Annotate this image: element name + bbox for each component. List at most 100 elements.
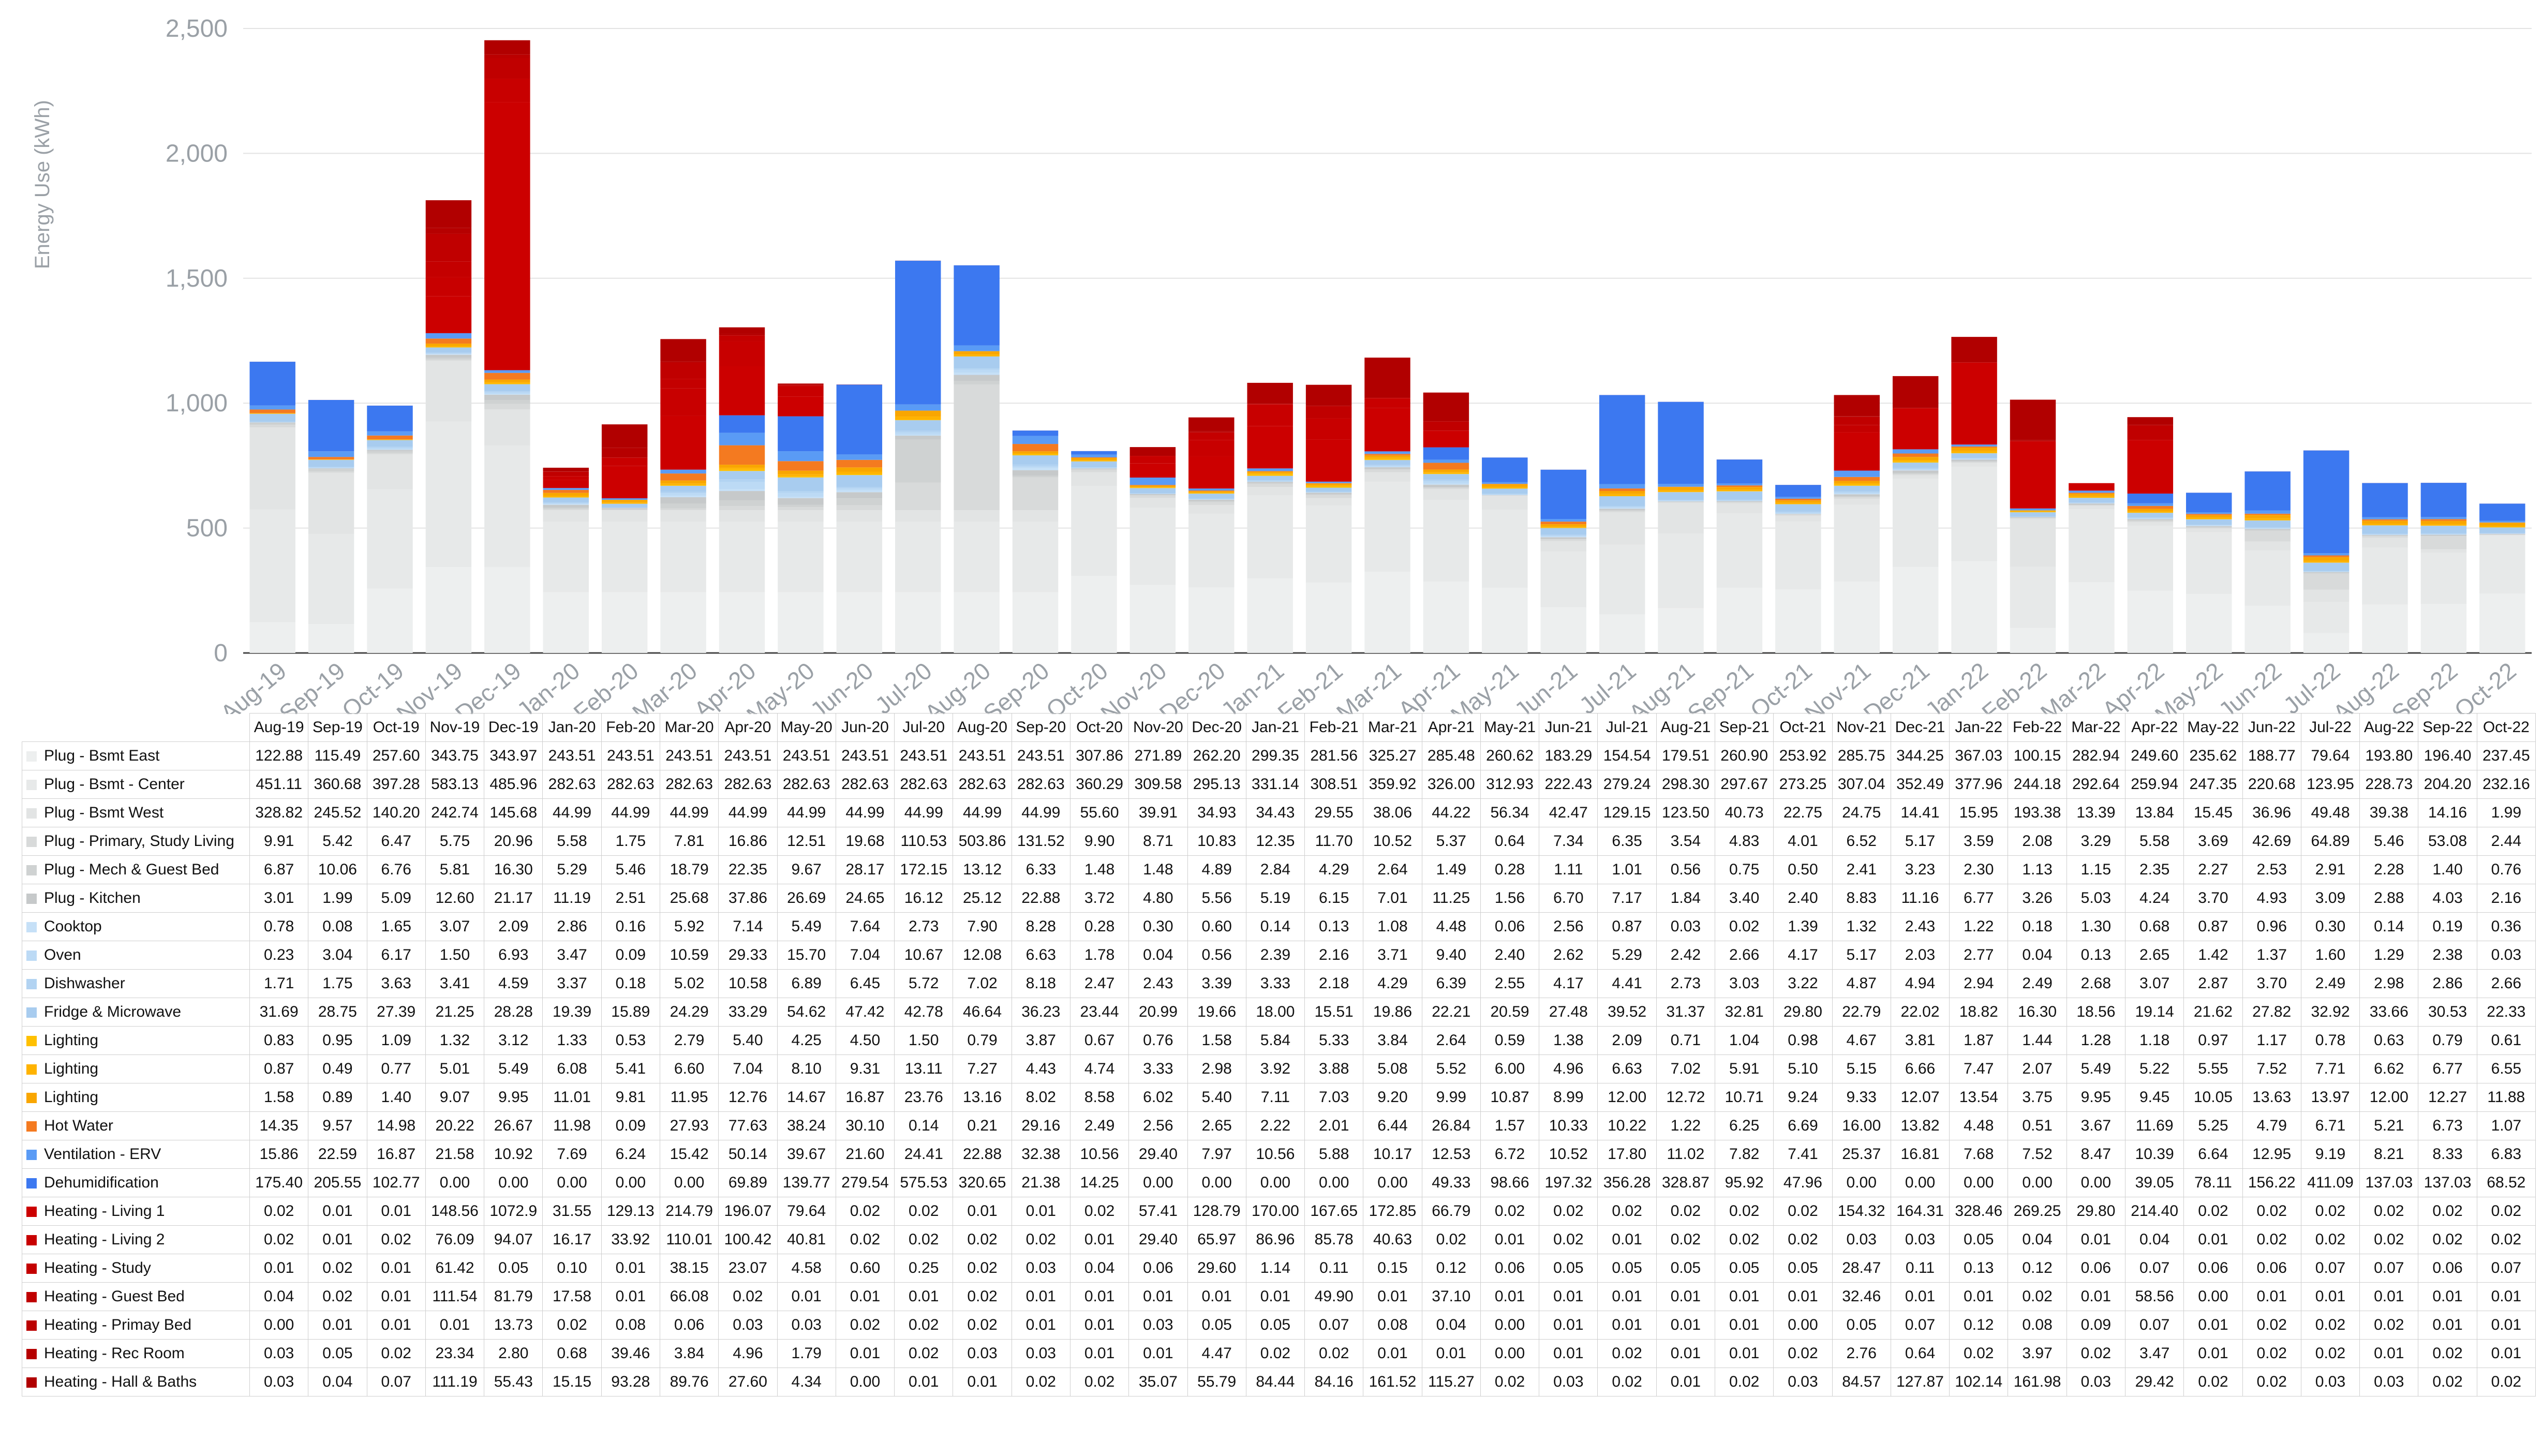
table-row: Plug - Primary, Study Living 9.91 5.42 6.47… — [22, 827, 2536, 856]
bar-segment — [1071, 460, 1117, 462]
legend-swatch — [26, 751, 37, 762]
bar-segment — [1834, 432, 1880, 471]
bar-segment — [1012, 464, 1059, 467]
value-cell: 19.66 — [1187, 998, 1246, 1027]
bar-segment — [1423, 473, 1469, 474]
value-cell: 22.75 — [1773, 798, 1833, 827]
value-cell: 3.71 — [1363, 941, 1422, 970]
value-cell: 4.67 — [1832, 1026, 1891, 1055]
value-cell: 1.39 — [1773, 912, 1833, 941]
table-column-header: Aug-20 — [953, 713, 1012, 742]
bar-segment — [484, 567, 530, 653]
bar-segment — [1188, 431, 1235, 433]
value-cell: 0.03 — [777, 1311, 836, 1340]
value-cell: 0.02 — [249, 1225, 309, 1254]
bar-segment — [1423, 489, 1469, 500]
value-cell: 583.13 — [425, 770, 485, 799]
value-cell: 2.98 — [2359, 969, 2419, 998]
value-cell: 4.94 — [1890, 969, 1950, 998]
bar-segment — [425, 200, 472, 228]
value-cell: 6.63 — [1597, 1054, 1657, 1083]
bar-segment — [1012, 430, 1059, 436]
value-cell: 0.00 — [249, 1311, 309, 1340]
value-cell: 0.14 — [894, 1111, 954, 1140]
bar-segment — [543, 503, 589, 504]
value-cell: 0.01 — [894, 1368, 954, 1396]
bar-segment — [719, 506, 765, 511]
bar-segment — [367, 453, 413, 455]
value-cell: 411.09 — [2300, 1168, 2360, 1197]
bar-segment — [2069, 483, 2115, 491]
value-cell: 66.08 — [659, 1282, 719, 1311]
table-column-header: Feb-21 — [1304, 713, 1364, 742]
value-cell: 222.43 — [1539, 770, 1598, 799]
bar-segment — [1775, 514, 1821, 516]
value-cell: 0.03 — [249, 1339, 309, 1368]
bar-segment — [2303, 602, 2350, 633]
bar-segment — [1599, 494, 1645, 496]
value-cell: 27.82 — [2242, 998, 2301, 1027]
bar-segment — [308, 624, 354, 653]
value-cell: 123.95 — [2300, 770, 2360, 799]
bar-segment — [2010, 512, 2056, 516]
value-cell: 0.01 — [1128, 1282, 1188, 1311]
bar-segment — [1364, 457, 1410, 459]
value-cell: 2.77 — [1949, 941, 2009, 970]
value-cell: 0.03 — [2359, 1368, 2419, 1396]
value-cell: 1.58 — [1187, 1026, 1246, 1055]
bar-segment — [1305, 485, 1352, 486]
value-cell: 485.96 — [484, 770, 543, 799]
value-cell: 0.07 — [1890, 1311, 1950, 1340]
bar-segment — [543, 592, 589, 653]
data-table: Aug-19 Sep-19 Oct-19 Nov-19 Dec-19 Jan-20 Feb-… — [22, 713, 2536, 1396]
value-cell: 0.03 — [1656, 912, 1716, 941]
value-cell: 0.05 — [1539, 1254, 1598, 1283]
value-cell: 0.05 — [1715, 1254, 1774, 1283]
bar-segment — [2186, 527, 2232, 529]
value-cell: 9.24 — [1773, 1083, 1833, 1112]
bar-segment — [1305, 506, 1352, 583]
value-cell: 285.48 — [1421, 741, 1481, 770]
value-cell: 0.02 — [1069, 1197, 1129, 1226]
value-cell: 10.58 — [718, 969, 778, 998]
bar-segment — [1188, 513, 1235, 588]
value-cell: 0.02 — [2242, 1311, 2301, 1340]
bar-segment — [484, 54, 530, 55]
value-cell: 84.16 — [1304, 1368, 1364, 1396]
value-cell: 2.56 — [1128, 1111, 1188, 1140]
value-cell: 15.86 — [249, 1140, 309, 1169]
value-cell: 0.02 — [2300, 1225, 2360, 1254]
value-cell: 6.17 — [366, 941, 426, 970]
bar-segment — [1599, 491, 1645, 494]
value-cell: 18.56 — [2066, 998, 2126, 1027]
bar-segment — [1540, 539, 1586, 540]
series-name: Lighting — [44, 1032, 99, 1049]
bar-segment — [1951, 446, 1997, 448]
bar-segment — [1951, 467, 1997, 561]
value-cell: 0.00 — [425, 1168, 485, 1197]
value-cell: 2.91 — [2300, 855, 2360, 884]
value-cell: 4.93 — [2242, 884, 2301, 913]
value-cell: 4.87 — [1832, 969, 1891, 998]
bar-segment — [484, 79, 530, 102]
value-cell: 102.14 — [1949, 1368, 2009, 1396]
bar-segment — [1423, 487, 1469, 488]
bar-segment — [1071, 451, 1117, 455]
series-label-cell: Heating - Living 2 — [22, 1225, 250, 1254]
legend-swatch — [26, 1320, 37, 1331]
bar-segment — [425, 421, 472, 568]
bar-segment — [2479, 534, 2525, 536]
bar-segment — [1247, 486, 1293, 496]
bar-segment — [1892, 453, 1939, 457]
value-cell: 38.06 — [1363, 798, 1422, 827]
bar-segment — [1364, 398, 1410, 408]
table-column-header: Sep-22 — [2418, 713, 2477, 742]
bar-segment — [895, 521, 941, 592]
value-cell: 84.57 — [1832, 1368, 1891, 1396]
value-cell: 7.14 — [718, 912, 778, 941]
value-cell: 269.25 — [2008, 1197, 2067, 1226]
value-cell: 25.12 — [953, 884, 1012, 913]
value-cell: 0.00 — [1128, 1168, 1188, 1197]
value-cell: 0.03 — [1539, 1368, 1598, 1396]
value-cell: 9.99 — [1421, 1083, 1481, 1112]
